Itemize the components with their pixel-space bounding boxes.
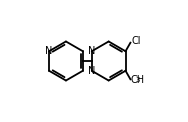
Text: N: N xyxy=(45,46,53,56)
Text: CH: CH xyxy=(131,75,145,85)
Text: 3: 3 xyxy=(135,77,140,83)
Text: N: N xyxy=(88,46,96,56)
Text: Cl: Cl xyxy=(131,36,141,46)
Text: N: N xyxy=(88,66,96,76)
